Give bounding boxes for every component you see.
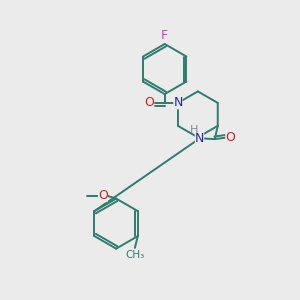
Text: F: F [161,28,168,42]
Text: H: H [190,125,198,135]
Text: O: O [98,189,108,202]
Text: O: O [225,131,235,144]
Text: CH₃: CH₃ [125,250,145,260]
Text: O: O [145,96,154,110]
Text: N: N [173,96,183,110]
Text: N: N [195,132,204,145]
